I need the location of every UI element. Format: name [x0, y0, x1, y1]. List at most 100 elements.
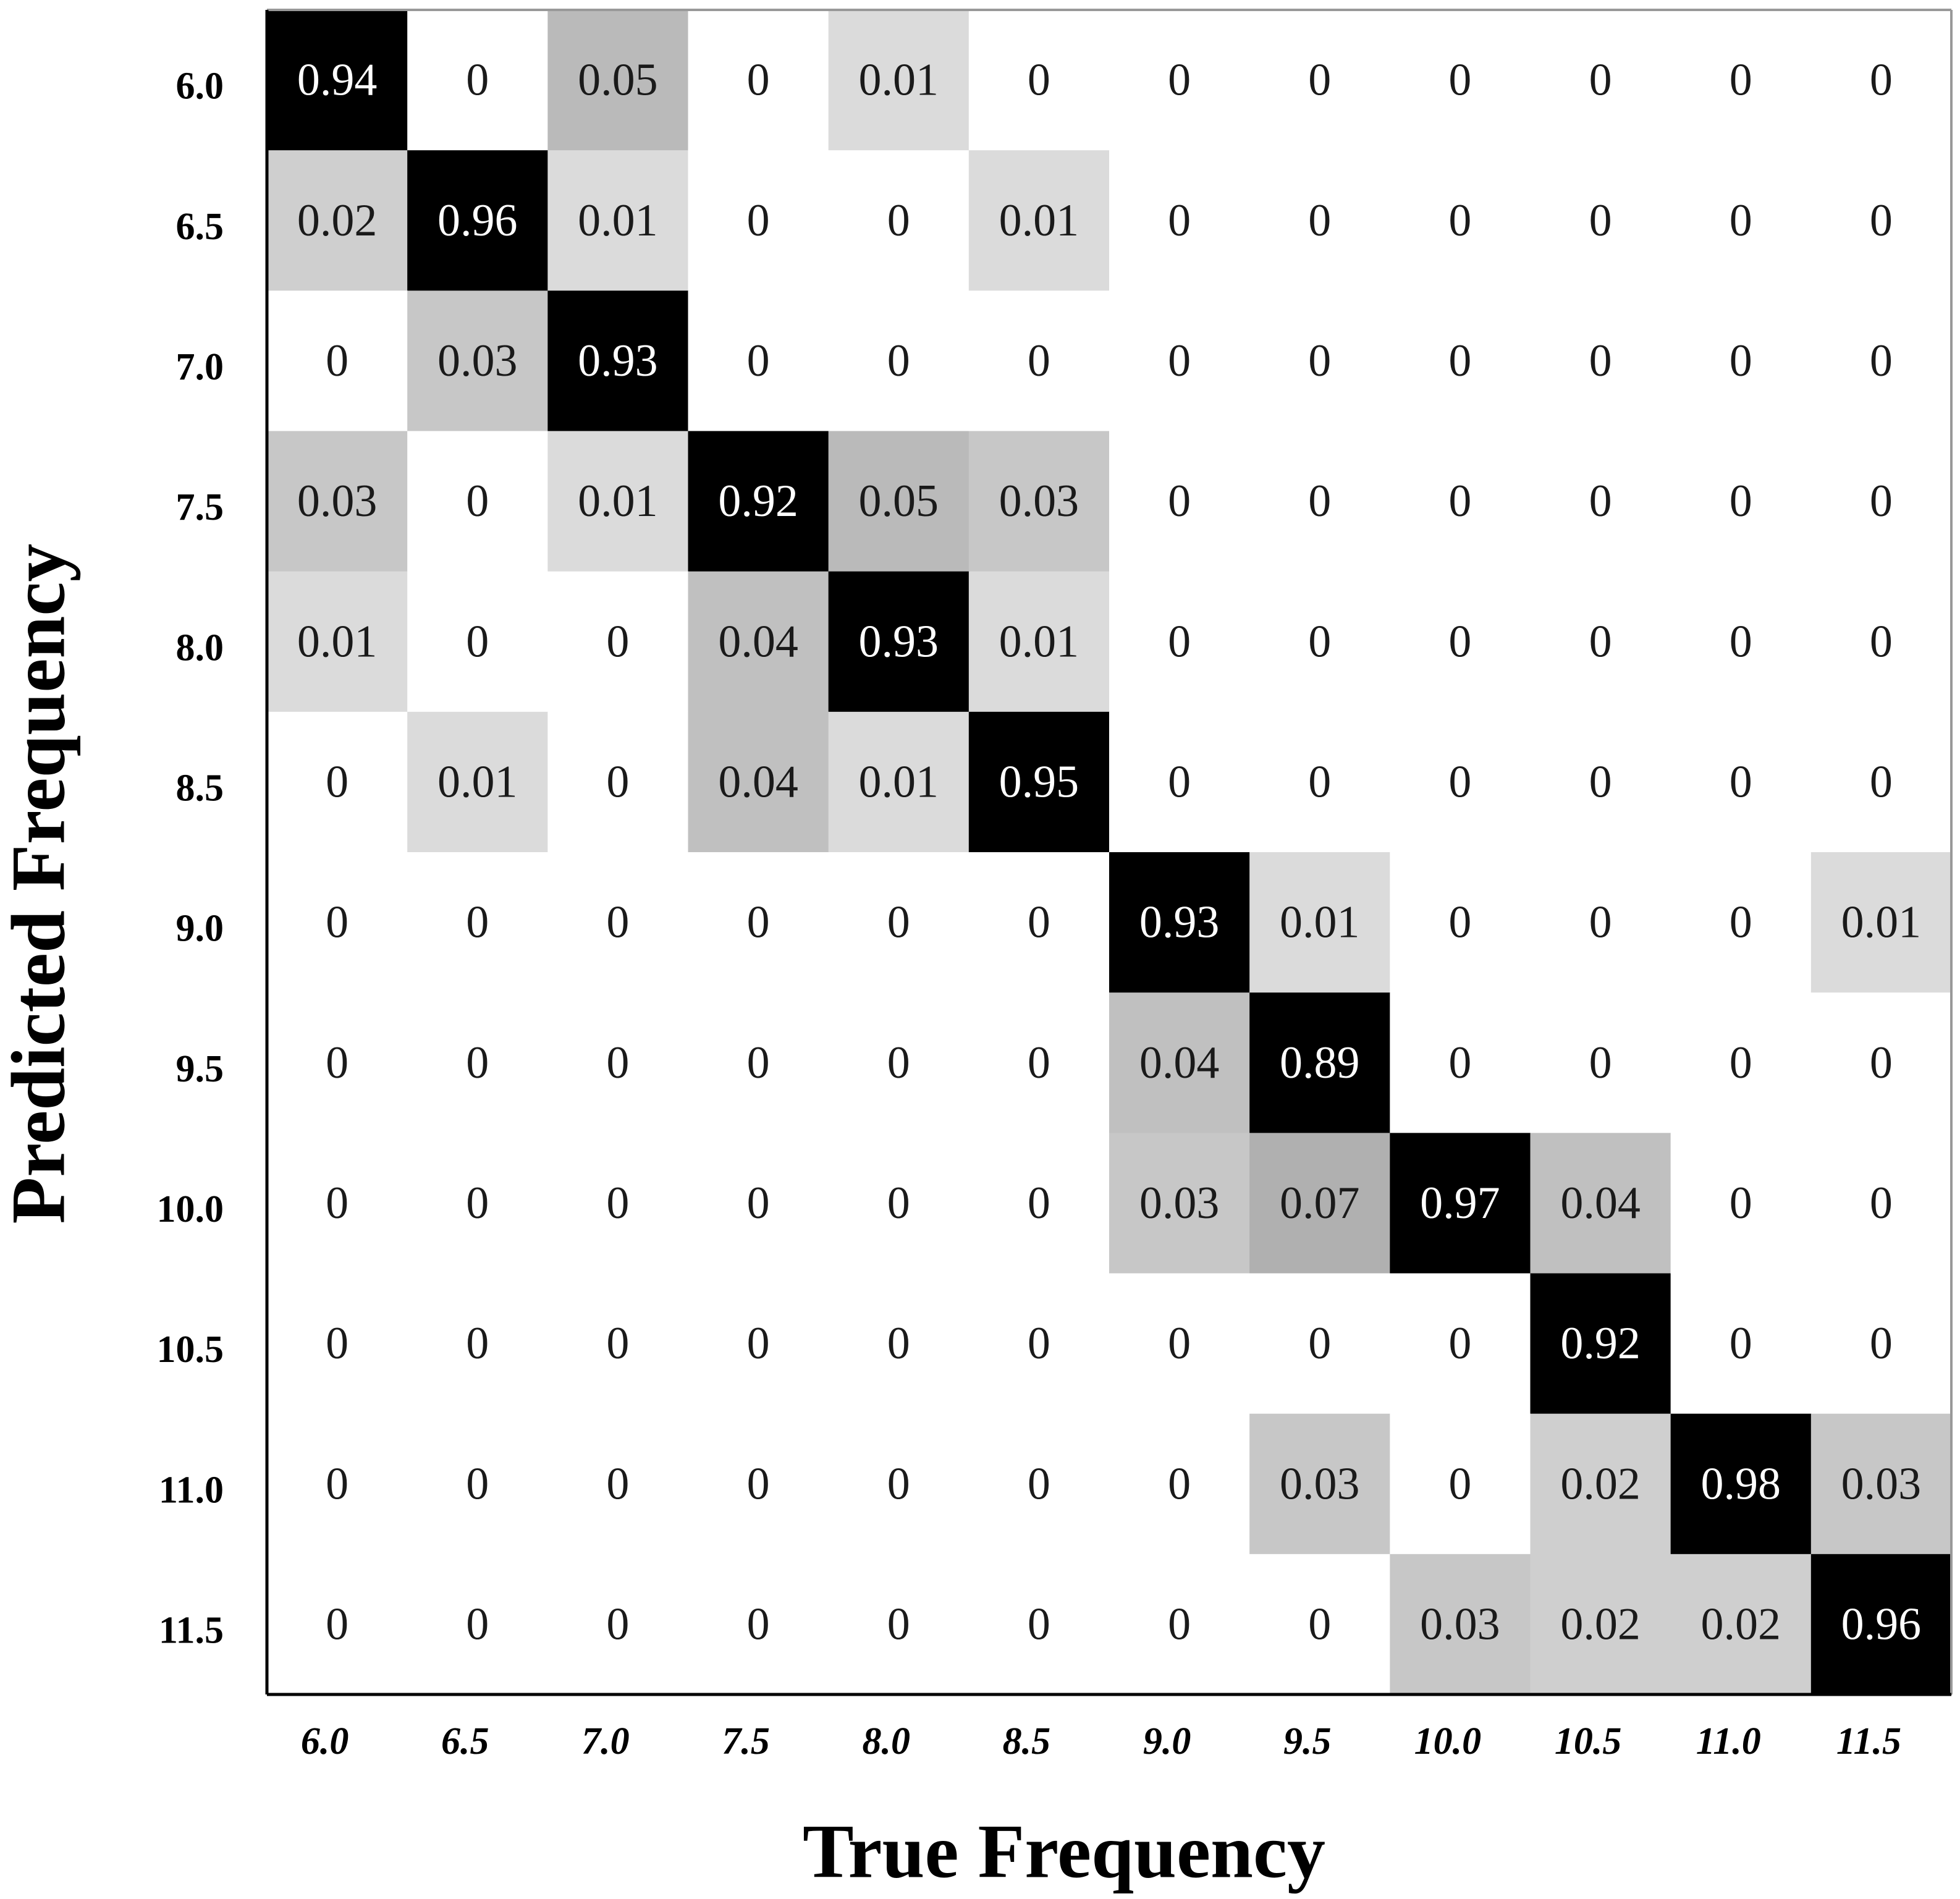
cell-value-label-r9-c9: 0.97 [1420, 1178, 1500, 1229]
heatmap-cell-r4-c2 [407, 431, 548, 572]
cell-value-label-r3-c5: 0 [887, 336, 910, 386]
heatmap-cell-r12-c3 [547, 1554, 689, 1695]
heatmap-cell-r8-c12 [1810, 992, 1952, 1133]
cell-value-label-r10-c5: 0 [887, 1318, 910, 1369]
heatmap-cell-r3-c11 [1670, 290, 1812, 432]
y-tick-label-6: 8.5 [176, 767, 224, 809]
cell-value-label-r6-c9: 0 [1448, 756, 1471, 807]
heatmap-cell-r11-c11 [1670, 1413, 1812, 1555]
x-tick-label-11: 11.0 [1696, 1720, 1761, 1762]
x-axis-label: True Frequency [803, 1809, 1325, 1894]
heatmap-cell-r1-c11 [1670, 10, 1812, 151]
cell-value-label-r1-c4: 0 [747, 55, 770, 106]
heatmap-cell-r4-c12 [1810, 431, 1952, 572]
x-tick-label-10: 10.5 [1555, 1720, 1622, 1762]
cell-value-label-r5-c5: 0.93 [859, 616, 939, 667]
heatmap-cell-r7-c3 [547, 852, 689, 993]
heatmap-cell-r6-c8 [1249, 711, 1390, 853]
cell-value-label-r5-c7: 0 [1168, 616, 1191, 667]
heatmap-cell-r1-c9 [1390, 10, 1531, 151]
heatmap-cell-r10-c4 [688, 1273, 829, 1415]
cell-value-label-r8-c2: 0 [466, 1038, 489, 1088]
cell-value-label-r1-c11: 0 [1730, 55, 1752, 106]
cell-value-label-r7-c6: 0 [1028, 897, 1050, 948]
cell-value-label-r11-c12: 0.03 [1841, 1458, 1922, 1509]
heatmap-cell-r2-c2 [407, 150, 548, 291]
cell-value-label-r12-c10: 0.02 [1560, 1599, 1641, 1649]
cell-value-label-r2-c11: 0 [1730, 195, 1752, 246]
cell-value-label-r2-c8: 0 [1308, 195, 1331, 246]
heatmap-cell-r1-c3 [547, 10, 689, 151]
heatmap-cell-r5-c11 [1670, 571, 1812, 713]
cell-value-label-r3-c6: 0 [1028, 336, 1050, 386]
heatmap-cell-r4-c6 [968, 431, 1110, 572]
cell-value-label-r5-c12: 0 [1870, 616, 1893, 667]
y-tick-label-12: 11.5 [159, 1609, 224, 1651]
cell-value-label-r8-c7: 0.04 [1139, 1038, 1220, 1088]
cell-value-label-r10-c2: 0 [466, 1318, 489, 1369]
y-tick-label-1: 6.0 [176, 66, 224, 108]
x-tick-label-5: 8.0 [863, 1720, 911, 1762]
y-tick-label-11: 11.0 [159, 1469, 224, 1511]
cell-value-label-r7-c11: 0 [1730, 897, 1752, 948]
cell-value-label-r7-c10: 0 [1589, 897, 1612, 948]
cell-value-label-r5-c8: 0 [1308, 616, 1331, 667]
heatmap-cell-r9-c11 [1670, 1133, 1812, 1274]
heatmap-cell-r8-c3 [547, 992, 689, 1133]
heatmap-cell-r3-c2 [407, 290, 548, 432]
cell-value-label-r4-c10: 0 [1589, 476, 1612, 527]
heatmap-cell-r3-c8 [1249, 290, 1390, 432]
heatmap-cell-r6-c4 [688, 711, 829, 853]
cell-value-label-r2-c10: 0 [1589, 195, 1612, 246]
cell-value-label-r4-c5: 0.05 [859, 476, 939, 527]
x-tick-label-4: 7.5 [722, 1720, 770, 1762]
heatmap-cell-r8-c10 [1530, 992, 1671, 1133]
cell-value-label-r5-c4: 0.04 [718, 616, 798, 667]
cell-value-label-r4-c1: 0.03 [297, 476, 378, 527]
y-tick-label-7: 9.0 [176, 908, 224, 950]
cell-value-label-r12-c12: 0.96 [1841, 1599, 1922, 1649]
cell-value-label-r11-c7: 0 [1168, 1458, 1191, 1509]
heatmap-cell-r10-c2 [407, 1273, 548, 1415]
y-tick-label-9: 10.0 [157, 1188, 224, 1230]
heatmap-cell-r4-c5 [828, 431, 969, 572]
cell-value-label-r10-c3: 0 [606, 1318, 629, 1369]
heatmap-cell-r6-c2 [407, 711, 548, 853]
y-tick-label-2: 6.5 [176, 206, 224, 248]
heatmap-cell-r10-c8 [1249, 1273, 1390, 1415]
heatmap-cell-r10-c6 [968, 1273, 1110, 1415]
cell-value-label-r8-c6: 0 [1028, 1038, 1050, 1088]
cell-value-label-r12-c5: 0 [887, 1599, 910, 1649]
heatmap-cell-r2-c5 [828, 150, 969, 291]
heatmap-cell-r11-c8 [1249, 1413, 1390, 1555]
cell-value-label-r3-c12: 0 [1870, 336, 1893, 386]
heatmap-cell-r6-c12 [1810, 711, 1952, 853]
heatmap-cell-r10-c5 [828, 1273, 969, 1415]
heatmap-cell-r11-c9 [1390, 1413, 1531, 1555]
cell-value-label-r12-c9: 0.03 [1420, 1599, 1500, 1649]
heatmap-cells [267, 10, 1952, 1695]
cell-value-label-r5-c9: 0 [1448, 616, 1471, 667]
y-tick-label-8: 9.5 [176, 1048, 224, 1090]
heatmap-cell-r2-c10 [1530, 150, 1671, 291]
cell-value-label-r4-c11: 0 [1730, 476, 1752, 527]
heatmap-cell-r11-c12 [1810, 1413, 1952, 1555]
cell-value-label-r12-c8: 0 [1308, 1599, 1331, 1649]
heatmap-cell-r4-c4 [688, 431, 829, 572]
cell-value-label-r9-c8: 0.07 [1280, 1178, 1360, 1229]
heatmap-cell-labels: 0.94 0 0.05 0 0.01 0 0 0 0 0 0 0 0.02 0.96 0.01 0 0 0.01 0… [297, 55, 1921, 1650]
heatmap-cell-r8-c4 [688, 992, 829, 1133]
cell-value-label-r11-c6: 0 [1028, 1458, 1050, 1509]
cell-value-label-r7-c2: 0 [466, 897, 489, 948]
cell-value-label-r7-c4: 0 [747, 897, 770, 948]
cell-value-label-r5-c11: 0 [1730, 616, 1752, 667]
heatmap-cell-r1-c8 [1249, 10, 1390, 151]
heatmap-cell-r9-c6 [968, 1133, 1110, 1274]
cell-value-label-r2-c3: 0.01 [578, 195, 658, 246]
heatmap-cell-r6-c1 [267, 711, 408, 853]
cell-value-label-r2-c5: 0 [887, 195, 910, 246]
cell-value-label-r2-c4: 0 [747, 195, 770, 246]
cell-value-label-r5-c1: 0.01 [297, 616, 378, 667]
x-tick-label-12: 11.5 [1836, 1720, 1901, 1762]
heatmap-cell-r3-c9 [1390, 290, 1531, 432]
